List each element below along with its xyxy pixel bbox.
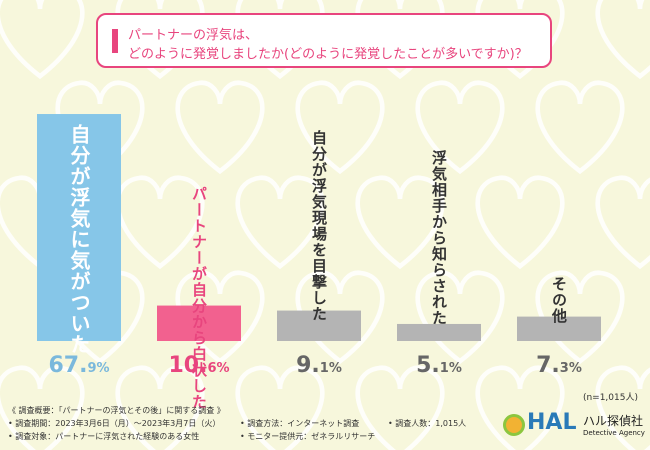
- background-heart: [475, 365, 565, 450]
- background-heart: [175, 80, 265, 175]
- title-box: パートナーの浮気は、 どのように発覚しましたか(どのように発覚したことが多いです…: [96, 13, 552, 68]
- title-accent-bar: [112, 29, 118, 53]
- bar-3: [277, 310, 361, 341]
- background-heart: [535, 80, 625, 175]
- background-heart: [295, 80, 385, 175]
- survey-respondents: • 調査人数：1,015人: [388, 419, 467, 428]
- background-heart: [0, 0, 85, 80]
- category-label-5: その他: [550, 276, 568, 324]
- category-label-4: 浮気相手から知らされた: [430, 149, 448, 326]
- survey-target: • 調査対象：パートナーに浮気された経験のある女性: [8, 432, 200, 441]
- background-heart: [355, 365, 445, 450]
- bar-5: [517, 316, 601, 341]
- logo-circle-icon: [503, 414, 525, 436]
- background-heart: [175, 270, 265, 365]
- survey-period: • 調査期間：2023年3月6日（月）～2023年3月7日（火）: [8, 419, 221, 428]
- survey-method: • 調査方法：インターネット調査: [240, 419, 360, 428]
- logo-wordmark: HAL: [527, 410, 577, 435]
- survey-overview: 《 調査概要：「パートナーの浮気とその後」に関する調査 》: [8, 406, 225, 415]
- value-label-2: 10.6%: [168, 353, 229, 378]
- category-label-3: 自分が浮気現場を目撃した: [310, 129, 328, 322]
- background-heart: [535, 270, 625, 365]
- background-heart: [115, 365, 205, 450]
- logo-name-en: Detective Agency: [583, 429, 645, 437]
- background-heart: [115, 0, 205, 80]
- background-heart: [595, 175, 650, 270]
- background-heart: [355, 0, 445, 80]
- background-heart: [415, 270, 505, 365]
- value-label-4: 5.1%: [416, 353, 462, 378]
- background-heart: [55, 80, 145, 175]
- sample-size: (n=1,015人): [582, 393, 638, 403]
- survey-provider: • モニター提供元：ゼネラルリサーチ: [240, 432, 376, 441]
- background-heart: [295, 270, 385, 365]
- background-heart: [595, 365, 650, 450]
- background-heart: [235, 365, 325, 450]
- background-heart: [475, 175, 565, 270]
- value-label-3: 9.1%: [296, 353, 342, 378]
- category-label-1: 自分が浮気に気がついた: [67, 123, 91, 355]
- bar-2: [157, 305, 241, 341]
- value-label-5: 7.3%: [536, 353, 582, 378]
- category-label-2: パートナーが自分から白状した: [190, 186, 208, 410]
- background-heart: [355, 175, 445, 270]
- background-heart: [475, 0, 565, 80]
- background-heart: [235, 0, 325, 80]
- bar-4: [397, 323, 481, 341]
- background-heart: [415, 80, 505, 175]
- value-label-1: 67.9%: [48, 353, 109, 378]
- background-heart: [235, 175, 325, 270]
- chart-title-line-1: パートナーの浮気は、: [128, 28, 259, 43]
- background-heart: [595, 0, 650, 80]
- company-logo: HAL ハル探偵社 Detective Agency: [503, 408, 645, 442]
- chart-title-line-2: どのように発覚しましたか(どのように発覚したことが多いですか)？: [128, 47, 528, 62]
- background-heart: [0, 365, 85, 450]
- bar-1: [37, 114, 121, 342]
- logo-name-jp: ハル探偵社: [583, 414, 644, 428]
